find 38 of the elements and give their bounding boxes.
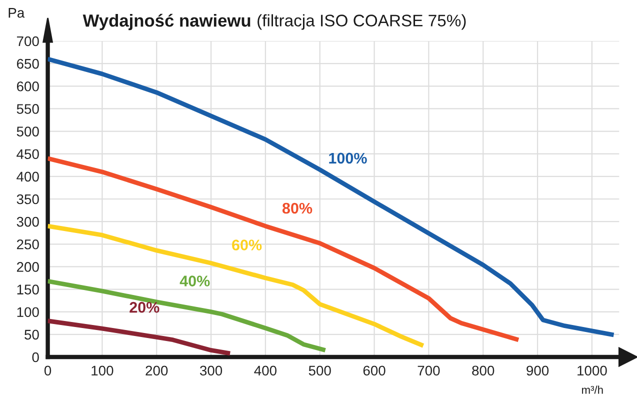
x-tick-label: 500: [308, 366, 331, 376]
line-series: [48, 224, 426, 348]
series-label: 20%: [130, 302, 160, 313]
y-tick-label: 450: [16, 149, 39, 160]
x-tick-label: 0: [44, 366, 52, 376]
y-tick-label: 50: [24, 330, 39, 340]
x-tick-label: 800: [472, 366, 494, 376]
y-tick-label: 350: [16, 194, 39, 204]
y-tick-label: 0: [32, 352, 39, 362]
y-tick-label: 600: [16, 81, 39, 92]
x-tick-label: 300: [200, 366, 222, 376]
x-tick-label: 400: [254, 366, 276, 376]
line-series: [48, 56, 616, 338]
x-tick-label: 200: [146, 366, 168, 376]
x-tick-label: 100: [92, 366, 114, 376]
x-tick-label: 600: [363, 366, 386, 376]
y-tick-label: 650: [16, 58, 39, 69]
y-tick-label: 250: [16, 239, 39, 250]
y-tick-label: 400: [16, 172, 39, 182]
chart-title: Wydajność nawiewu: [82, 14, 250, 30]
series-label: 60%: [232, 240, 262, 250]
series-label: 100%: [329, 152, 367, 164]
x-tick-label: 1000: [578, 366, 607, 376]
chart-subtitle: (filtracja ISO COARSE 75%): [258, 14, 466, 30]
y-tick-label: 700: [16, 36, 39, 46]
line-series: [48, 318, 232, 356]
series-label: 40%: [180, 276, 210, 286]
x-tick-label: 900: [526, 366, 549, 376]
y-tick-label: 200: [16, 262, 39, 272]
y-tick-label: 500: [16, 126, 39, 136]
y-tick-label: 550: [16, 104, 39, 114]
x-axis-title: m³/h: [582, 386, 603, 394]
x-tick-label: 700: [418, 366, 440, 376]
y-tick-label: 150: [17, 284, 39, 294]
series-label: 80%: [282, 202, 312, 214]
y-tick-label: 100: [17, 307, 39, 318]
y-tick-label: 300: [16, 216, 39, 227]
y-axis-title: Pa: [8, 8, 25, 18]
